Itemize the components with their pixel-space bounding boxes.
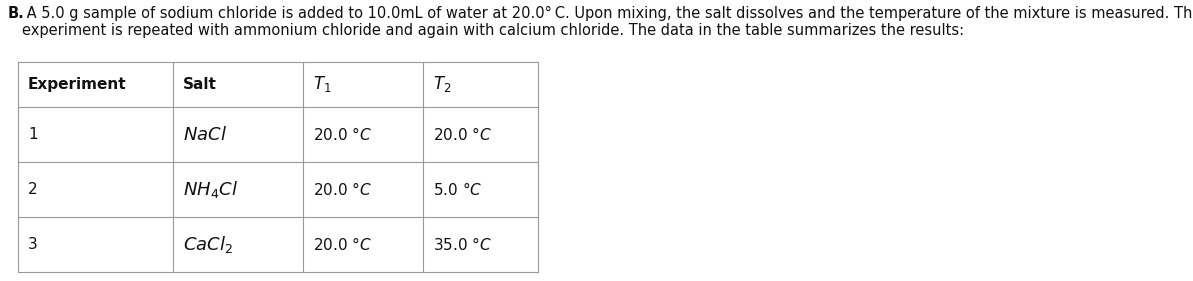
Text: 1: 1	[27, 127, 38, 142]
Text: 35.0 °$C$: 35.0 °$C$	[433, 236, 492, 253]
Text: 20.0 °$C$: 20.0 °$C$	[313, 126, 372, 143]
Text: 20.0 °$C$: 20.0 °$C$	[313, 236, 372, 253]
Text: 3: 3	[27, 237, 38, 252]
Text: 2: 2	[27, 182, 38, 197]
Text: $NaCl$: $NaCl$	[183, 126, 227, 144]
Text: Salt: Salt	[183, 77, 217, 92]
Text: $CaCl_2$: $CaCl_2$	[183, 234, 233, 255]
Text: $T_2$: $T_2$	[433, 74, 451, 94]
Text: 5.0 °$C$: 5.0 °$C$	[433, 181, 482, 198]
Text: B.: B.	[8, 6, 25, 21]
Text: 20.0 °$C$: 20.0 °$C$	[313, 181, 372, 198]
Text: $T_1$: $T_1$	[313, 74, 332, 94]
Text: A 5.0 g sample of sodium chloride is added to 10.0mL of water at 20.0° C. Upon m: A 5.0 g sample of sodium chloride is add…	[21, 6, 1193, 38]
Text: 20.0 °$C$: 20.0 °$C$	[433, 126, 492, 143]
Text: $NH_4Cl$: $NH_4Cl$	[183, 179, 239, 200]
Text: Experiment: Experiment	[27, 77, 126, 92]
